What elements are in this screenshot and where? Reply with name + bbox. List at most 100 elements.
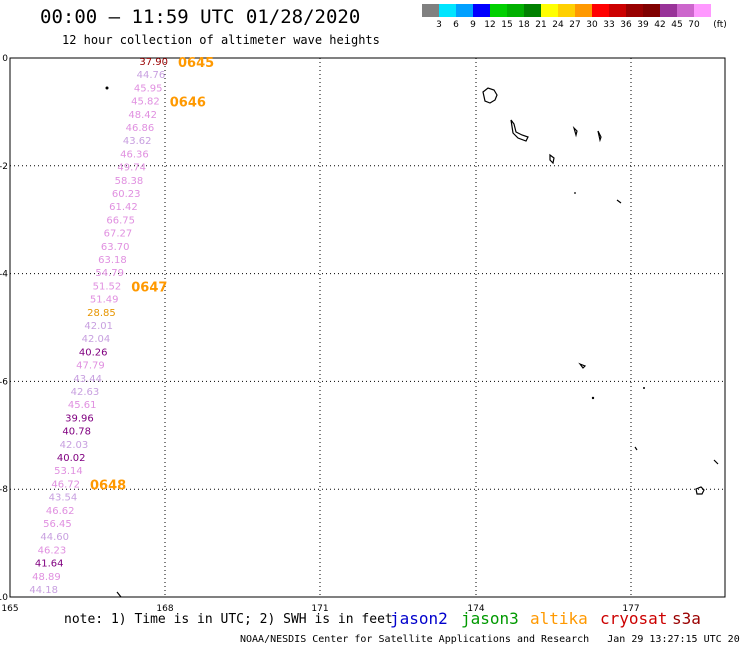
wave-height-label: 45.82 [131, 97, 160, 108]
wave-height-label: 48.42 [128, 110, 157, 121]
legend-swatch [626, 4, 643, 17]
legend-label: 30 [586, 20, 598, 30]
legend-swatch [575, 4, 592, 17]
wave-height-label: 63.70 [101, 242, 130, 253]
wave-height-label: 61.42 [109, 202, 138, 213]
legend-label: 12 [484, 20, 496, 30]
wave-height-label: 54.79 [95, 268, 124, 279]
island-outline [549, 153, 555, 165]
wave-height-label: 66.75 [106, 215, 135, 226]
wave-height-label: 40.78 [62, 427, 91, 438]
color-legend [422, 4, 711, 17]
island-outline [116, 591, 122, 598]
legend-label: 6 [453, 20, 459, 30]
wave-height-label: 67.27 [104, 229, 133, 240]
legend-label: 42 [654, 20, 666, 30]
legend-swatch [456, 4, 473, 17]
wave-height-label: 42.01 [84, 321, 113, 332]
legend-swatch [558, 4, 575, 17]
wave-height-label: 51.49 [90, 295, 119, 306]
generated-timestamp: Jan 29 13:27:15 UTC 2020 [607, 634, 740, 645]
wave-height-label: 43.62 [123, 136, 152, 147]
y-tick-label: -4 [0, 270, 8, 280]
island-outline [578, 362, 587, 369]
wave-height-label: 47.79 [76, 361, 105, 372]
y-tick-label: -6 [0, 377, 8, 387]
wave-height-label: 46.62 [46, 506, 75, 517]
legend-swatch [592, 4, 609, 17]
wave-height-label: 42.63 [71, 387, 100, 398]
x-tick-label: 177 [622, 604, 639, 614]
wave-height-label: 44.18 [29, 585, 58, 596]
island-dot [105, 86, 109, 90]
legend-label: 3 [436, 20, 442, 30]
x-tick-label: 168 [156, 604, 173, 614]
wave-height-label: 53.14 [54, 466, 83, 477]
wave-height-label: 49.74 [117, 163, 146, 174]
island-outline [510, 119, 529, 142]
island-outline [695, 486, 705, 495]
time-label: 0646 [170, 96, 206, 111]
legend-swatch [609, 4, 626, 17]
map-subtitle: 12 hour collection of altimeter wave hei… [62, 33, 380, 47]
wave-height-label: 39.96 [65, 413, 94, 424]
legend-unit: (ft) [713, 20, 727, 30]
map-title: 00:00 – 11:59 UTC 01/28/2020 [40, 6, 361, 28]
wave-height-label: 58.38 [115, 176, 144, 187]
island-outline [597, 130, 602, 143]
time-label: 0645 [178, 56, 214, 71]
legend-label: 21 [535, 20, 547, 30]
wave-height-label: 46.72 [51, 479, 80, 490]
time-label: 0647 [131, 280, 167, 295]
island-dot [591, 396, 595, 400]
island-outline [572, 125, 578, 138]
island-outline [482, 87, 498, 104]
x-tick-label: 171 [311, 604, 328, 614]
island-dot [574, 192, 576, 194]
legend-swatch [422, 4, 439, 17]
satellite-name: jason2 [390, 609, 448, 628]
satellite-name: s3a [672, 609, 701, 628]
wave-height-label: 46.23 [38, 545, 67, 556]
legend-label: 45 [671, 20, 683, 30]
wave-height-label: 56.45 [43, 519, 72, 530]
wave-height-label: 46.86 [126, 123, 155, 134]
legend-swatch [660, 4, 677, 17]
wave-height-label: 51.52 [93, 281, 122, 292]
wave-height-label: 48.89 [32, 572, 61, 583]
legend-swatch [473, 4, 490, 17]
footer-credit: NOAA/NESDIS Center for Satellite Applica… [240, 634, 740, 645]
legend-label: 24 [552, 20, 564, 30]
island-outline [634, 446, 638, 451]
wave-height-label: 40.02 [57, 453, 86, 464]
map-frame [9, 57, 726, 598]
satellite-name: cryosat [600, 609, 668, 628]
legend-swatch [524, 4, 541, 17]
wave-height-label: 42.04 [82, 334, 111, 345]
legend-label: 70 [688, 20, 700, 30]
x-tick-label: 165 [1, 604, 18, 614]
legend-swatch [677, 4, 694, 17]
legend-swatch [439, 4, 456, 17]
wave-height-label: 37.90 [139, 57, 168, 68]
wave-height-label: 44.76 [137, 70, 166, 81]
y-tick-label: 0 [2, 54, 8, 64]
wave-height-label: 42.03 [60, 440, 89, 451]
wave-height-label: 41.64 [35, 559, 64, 570]
wave-height-label: 28.85 [87, 308, 116, 319]
wave-height-label: 63.18 [98, 255, 127, 266]
satellite-name: jason3 [461, 609, 519, 628]
wave-height-label: 43.44 [73, 374, 102, 385]
wave-height-label: 45.95 [134, 83, 163, 94]
legend-label: 39 [637, 20, 649, 30]
legend-label: 18 [518, 20, 530, 30]
wave-height-label: 40.26 [79, 347, 108, 358]
y-tick-label: -8 [0, 485, 8, 495]
island-outline [616, 199, 622, 204]
island-dot [643, 387, 645, 389]
wave-height-label: 45.61 [68, 400, 97, 411]
footer-note: note: 1) Time is in UTC; 2) SWH is in fe… [64, 612, 393, 627]
legend-swatch [490, 4, 507, 17]
credit-text: NOAA/NESDIS Center for Satellite Applica… [240, 634, 590, 645]
